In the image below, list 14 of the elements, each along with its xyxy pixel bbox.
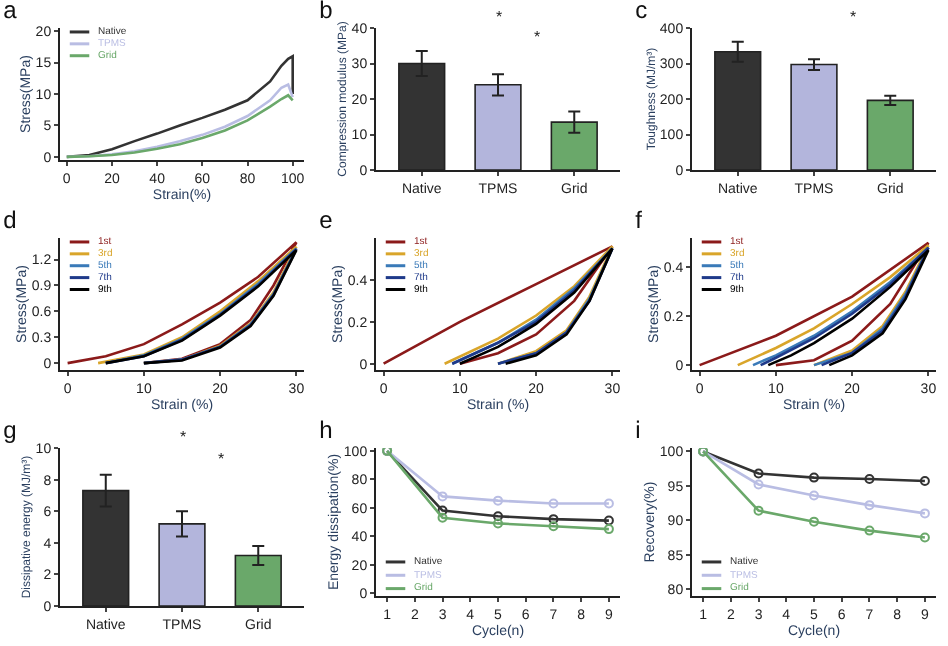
annotation: * xyxy=(534,28,541,46)
chart-title: g xyxy=(3,415,17,444)
chart-title: e xyxy=(319,205,334,234)
text: * xyxy=(850,8,857,26)
chart-title: d xyxy=(3,205,17,234)
chart-title: b xyxy=(319,0,334,24)
text: * xyxy=(180,428,187,446)
chart-title: a xyxy=(3,0,18,24)
chart-title: h xyxy=(319,415,333,444)
annotation: * xyxy=(218,450,225,468)
chart-title: c xyxy=(635,0,648,24)
chart-title: i xyxy=(635,415,641,444)
text: * xyxy=(496,8,503,26)
chart-title: f xyxy=(635,205,644,234)
